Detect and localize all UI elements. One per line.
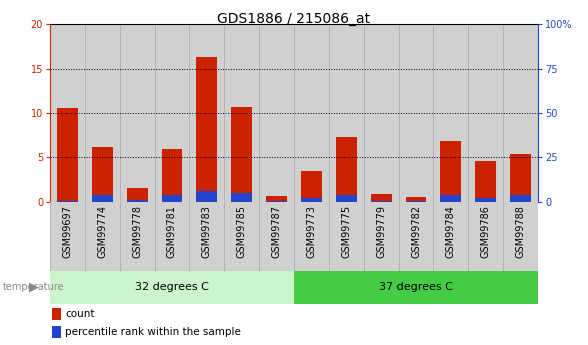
Bar <box>294 24 329 202</box>
Text: temperature: temperature <box>3 282 65 292</box>
Bar <box>50 24 85 202</box>
Bar <box>370 194 392 202</box>
Bar <box>126 200 148 202</box>
Bar <box>259 24 294 202</box>
Bar <box>406 201 426 202</box>
Bar <box>196 191 218 202</box>
Text: GSM99783: GSM99783 <box>202 205 212 258</box>
Text: GSM99773: GSM99773 <box>306 205 316 258</box>
Text: GSM99775: GSM99775 <box>341 205 351 258</box>
Bar <box>50 271 294 304</box>
Bar <box>468 24 503 202</box>
Bar <box>475 198 496 202</box>
Bar <box>52 308 61 319</box>
Bar <box>92 147 113 202</box>
Text: GSM99774: GSM99774 <box>97 205 107 258</box>
Bar <box>301 171 322 202</box>
Bar <box>294 271 538 304</box>
Bar <box>301 198 322 202</box>
Bar <box>399 24 433 202</box>
Bar <box>231 193 252 202</box>
Text: GSM99779: GSM99779 <box>376 205 386 258</box>
Text: count: count <box>65 309 95 319</box>
Bar <box>510 154 531 202</box>
Bar <box>126 188 148 202</box>
Bar <box>52 326 61 338</box>
Bar <box>266 201 287 202</box>
Bar <box>266 196 287 202</box>
Bar <box>364 24 399 202</box>
Bar <box>370 201 392 202</box>
Bar <box>57 108 78 202</box>
Text: 32 degrees C: 32 degrees C <box>135 282 209 292</box>
Bar <box>196 57 218 202</box>
Bar <box>329 24 364 202</box>
Text: GSM99697: GSM99697 <box>62 205 72 258</box>
Bar <box>440 195 462 202</box>
Bar <box>85 24 120 202</box>
Text: GSM99787: GSM99787 <box>272 205 282 258</box>
Bar <box>189 24 224 202</box>
Text: GSM99778: GSM99778 <box>132 205 142 258</box>
Bar <box>510 195 531 202</box>
Bar <box>162 149 182 202</box>
Bar <box>433 24 468 202</box>
Bar <box>231 107 252 202</box>
Text: GSM99788: GSM99788 <box>516 205 526 258</box>
Bar <box>155 24 189 202</box>
Bar <box>162 195 182 202</box>
Bar <box>336 137 357 202</box>
Bar <box>57 201 78 202</box>
Bar <box>440 140 462 202</box>
Text: percentile rank within the sample: percentile rank within the sample <box>65 327 241 337</box>
Text: ▶: ▶ <box>29 281 39 294</box>
Bar <box>475 161 496 202</box>
Text: GSM99782: GSM99782 <box>411 205 421 258</box>
Bar <box>406 197 426 202</box>
Bar <box>503 24 538 202</box>
Text: 37 degrees C: 37 degrees C <box>379 282 453 292</box>
Text: GDS1886 / 215086_at: GDS1886 / 215086_at <box>218 12 370 26</box>
Text: GSM99781: GSM99781 <box>167 205 177 258</box>
Bar <box>92 195 113 202</box>
Bar <box>224 24 259 202</box>
Text: GSM99784: GSM99784 <box>446 205 456 258</box>
Bar <box>336 195 357 202</box>
Bar <box>120 24 155 202</box>
Text: GSM99785: GSM99785 <box>237 205 247 258</box>
Text: GSM99786: GSM99786 <box>481 205 491 258</box>
